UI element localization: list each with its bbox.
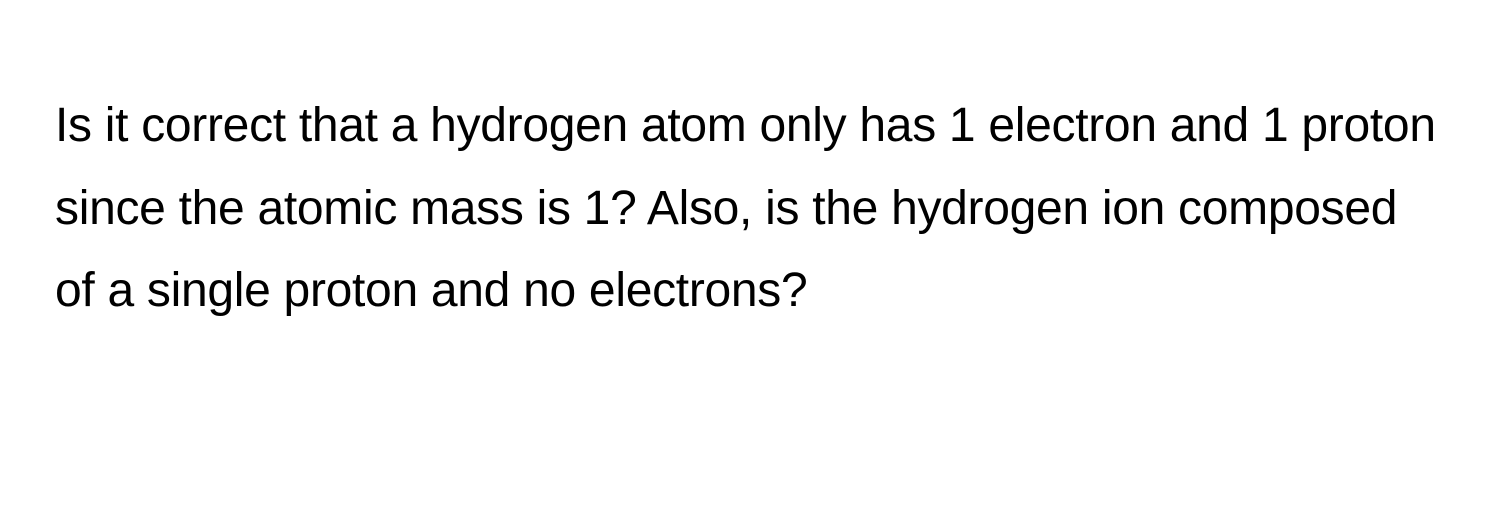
- question-text: Is it correct that a hydrogen atom only …: [55, 85, 1445, 333]
